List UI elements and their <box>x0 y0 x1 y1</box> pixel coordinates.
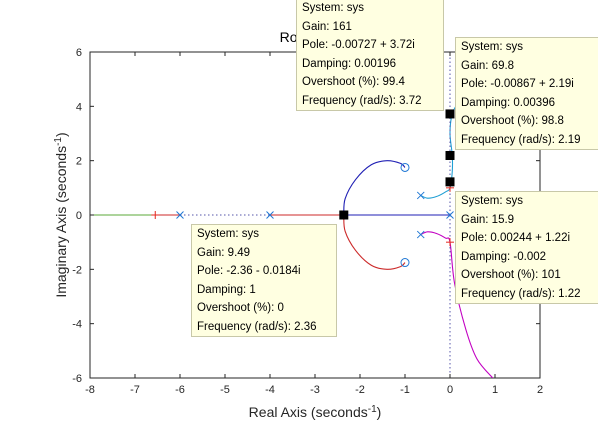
datatip-line: Damping: 1 <box>197 283 256 296</box>
y-tick-label: -4 <box>72 319 82 331</box>
datatip-anchor[interactable] <box>445 177 455 187</box>
datatip-anchor[interactable] <box>445 151 455 161</box>
datatip-line: System: sys <box>197 228 259 240</box>
datatip-line: Gain: 161 <box>302 20 352 33</box>
x-tick-label: -6 <box>175 384 185 396</box>
zero-marker <box>400 258 410 268</box>
datatip-line: Frequency (rad/s): 2.19 <box>461 133 581 146</box>
locus-branch-3 <box>343 214 406 270</box>
zero-marker <box>400 162 410 172</box>
open-loop-pole-marker <box>446 211 454 219</box>
datatip-tip-15[interactable]: System: sys Gain: 15.9 Pole: 0.00244 + 1.2… <box>455 191 598 304</box>
y-axis-label: Imaginary Axis (seconds-1) <box>53 132 69 297</box>
datatip-tip-69[interactable]: System: sys Gain: 69.8 Pole: -0.00867 + 2.… <box>455 37 598 150</box>
x-tick-label: 0 <box>447 384 453 396</box>
y-tick-label: 4 <box>76 101 82 113</box>
datatip-line: Damping: 0.00396 <box>461 96 555 109</box>
datatip-line: Overshoot (%): 101 <box>461 269 561 281</box>
datatip-tip-161[interactable]: System: sys Gain: 161 Pole: -0.00727 + 3.7… <box>296 0 444 111</box>
y-tick-label: 6 <box>76 47 82 59</box>
x-tick-label: 1 <box>492 384 498 396</box>
datatip-line: Gain: 15.9 <box>461 213 515 226</box>
closed-loop-pole-marker <box>446 238 454 247</box>
datatip-line: System: sys <box>461 41 523 53</box>
datatip-line: Damping: 0.00196 <box>302 57 396 70</box>
y-tick-label: 0 <box>76 210 82 222</box>
locus-branch-4 <box>343 160 406 216</box>
datatip-line: Pole: -0.00867 + 2.19i <box>461 78 574 90</box>
datatip-line: System: sys <box>302 2 364 14</box>
datatip-line: Pole: 0.00244 + 1.22i <box>461 232 571 244</box>
x-tick-label: -3 <box>310 384 320 396</box>
datatip-line: Pole: -0.00727 + 3.72i <box>302 39 415 51</box>
open-loop-pole-marker <box>416 191 425 200</box>
datatip-line: Frequency (rad/s): 2.36 <box>197 320 317 333</box>
y-tick-label: -6 <box>72 373 82 385</box>
datatip-line: Frequency (rad/s): 3.72 <box>302 94 422 107</box>
datatip-line: System: sys <box>461 195 523 207</box>
open-loop-pole-marker <box>416 230 425 239</box>
datatip-line: Frequency (rad/s): 1.22 <box>461 287 581 300</box>
datatip-line: Overshoot (%): 99.4 <box>302 76 405 88</box>
x-tick-label: -1 <box>400 384 410 396</box>
x-tick-label: -4 <box>265 384 275 396</box>
datatip-line: Damping: -0.002 <box>461 250 547 263</box>
x-tick-label: -8 <box>85 384 95 396</box>
x-tick-label: 2 <box>537 384 543 396</box>
pole-zero-markers <box>151 109 455 268</box>
datatip-anchor[interactable] <box>445 109 455 119</box>
open-loop-pole-marker <box>266 211 274 219</box>
x-tick-label: -2 <box>355 384 365 396</box>
x-tick-label: -7 <box>130 384 140 396</box>
x-axis-label: Real Axis (seconds-1) <box>249 404 382 420</box>
datatip-line: Gain: 69.8 <box>461 59 515 72</box>
datatip-line: Overshoot (%): 0 <box>197 302 284 314</box>
datatip-line: Overshoot (%): 98.8 <box>461 115 564 127</box>
y-tick-label: 2 <box>76 156 82 168</box>
x-tick-label: -5 <box>220 384 230 396</box>
datatip-tip-9[interactable]: System: sys Gain: 9.49 Pole: -2.36 - 0.018… <box>191 224 337 337</box>
open-loop-pole-marker <box>176 211 184 219</box>
y-tick-label: -2 <box>72 264 82 276</box>
datatip-line: Gain: 9.49 <box>197 246 251 259</box>
datatip-anchor[interactable] <box>339 210 349 220</box>
closed-loop-pole-marker <box>151 211 160 219</box>
datatip-line: Pole: -2.36 - 0.0184i <box>197 265 301 277</box>
